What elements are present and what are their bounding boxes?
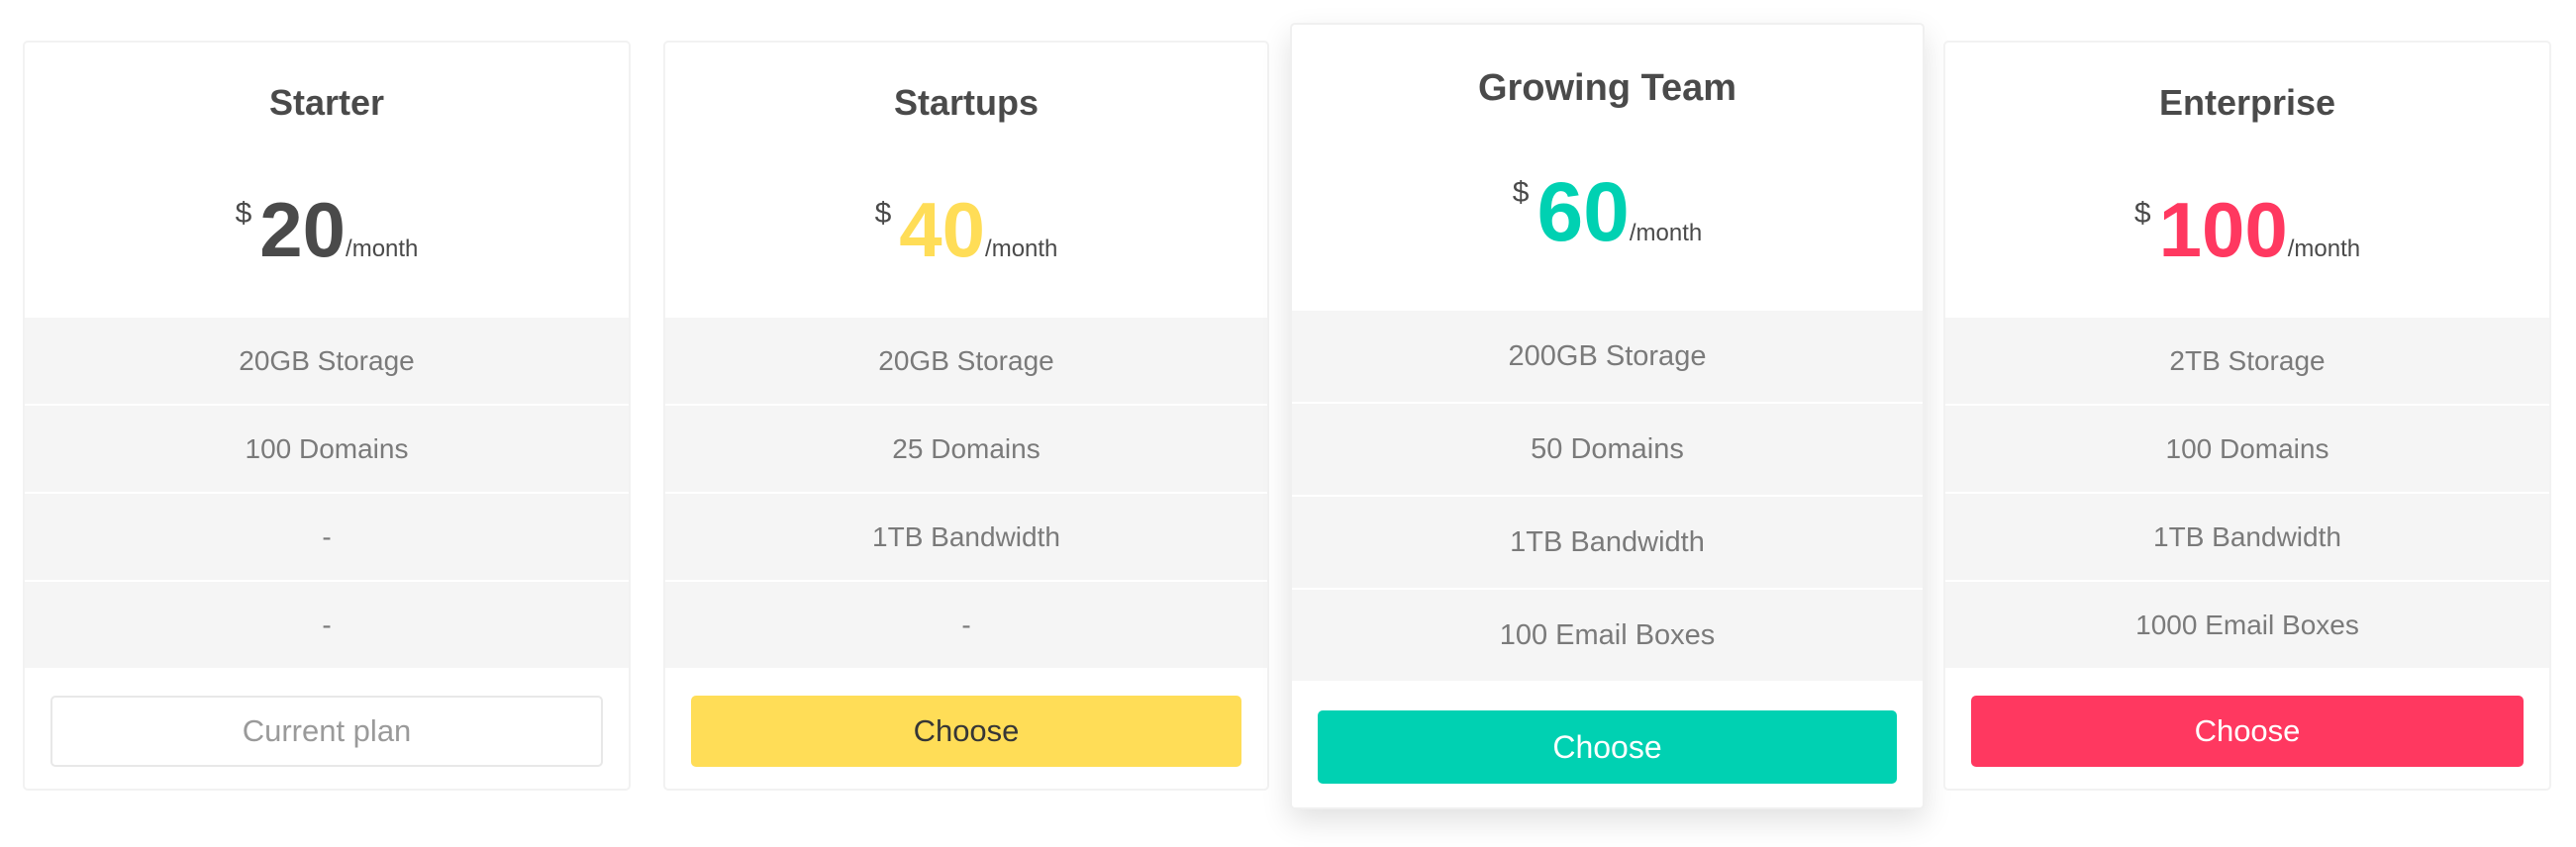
feature-row: 1TB Bandwidth [665, 494, 1267, 580]
feature-text: 50 Domains [1531, 432, 1684, 465]
currency-symbol: $ [1512, 176, 1530, 209]
feature-text: 200GB Storage [1508, 339, 1707, 372]
feature-row: 100 Email Boxes [1292, 590, 1923, 681]
plan-title: Growing Team [1477, 67, 1737, 109]
plan-price: $20/month [25, 191, 629, 268]
plan-title: Startups [893, 82, 1040, 123]
feature-text: 1000 Email Boxes [2135, 609, 2359, 640]
plan-footer: Choose [665, 670, 1267, 789]
plan-price: $40/month [665, 191, 1267, 268]
feature-text: 100 Domains [2165, 432, 2329, 464]
feature-text: 1TB Bandwidth [872, 520, 1060, 552]
price-amount: 100 [2158, 186, 2288, 273]
feature-row: 50 Domains [1292, 404, 1923, 495]
feature-text: 1TB Bandwidth [2153, 520, 2341, 552]
feature-row: 100 Domains [1945, 406, 2549, 492]
plan-price: $100/month [1945, 191, 2549, 268]
feature-row: 1000 Email Boxes [1945, 582, 2549, 668]
plan-card-startups: Startups $40/month 20GB Storage 25 Domain… [663, 41, 1269, 791]
feature-row: 20GB Storage [25, 318, 629, 404]
plan-header: Starter $20/month [25, 43, 629, 318]
choose-growing-team-button[interactable]: Choose [1318, 710, 1897, 784]
feature-text: 1TB Bandwidth [1510, 525, 1705, 558]
plan-title: Starter [268, 82, 385, 123]
feature-text: 100 Email Boxes [1499, 618, 1716, 651]
plan-card-enterprise: Enterprise $100/month 2TB Storage 100 Dom… [1943, 41, 2551, 791]
feature-row: 25 Domains [665, 406, 1267, 492]
feature-row: 100 Domains [25, 406, 629, 492]
price-period: /month [2287, 235, 2361, 262]
price-amount: 60 [1536, 165, 1630, 258]
feature-row: 200GB Storage [1292, 311, 1923, 402]
plan-header: Enterprise $100/month [1945, 43, 2549, 318]
plan-card-starter: Starter $20/month 20GB Storage 100 Domain… [23, 41, 631, 791]
feature-row: - [665, 582, 1267, 668]
currency-symbol: $ [235, 197, 252, 230]
feature-text: 20GB Storage [239, 344, 415, 376]
plan-footer: Choose [1292, 683, 1923, 805]
price-amount: 40 [899, 186, 986, 273]
feature-text: - [322, 520, 332, 552]
feature-text: 25 Domains [892, 432, 1040, 464]
feature-row: 1TB Bandwidth [1945, 494, 2549, 580]
price-period: /month [1629, 220, 1703, 246]
currency-symbol: $ [2133, 197, 2151, 230]
feature-text: 2TB Storage [2169, 344, 2326, 376]
plan-header: Startups $40/month [665, 43, 1267, 318]
feature-text: - [322, 609, 332, 640]
plan-price: $60/month [1292, 170, 1923, 253]
price-amount: 20 [259, 186, 347, 273]
feature-text: 20GB Storage [878, 344, 1054, 376]
feature-row: 1TB Bandwidth [1292, 497, 1923, 588]
feature-row: 2TB Storage [1945, 318, 2549, 404]
choose-startups-button[interactable]: Choose [691, 696, 1241, 767]
feature-row: - [25, 582, 629, 668]
price-period: /month [346, 235, 419, 262]
plan-footer: Choose [1945, 670, 2549, 789]
feature-row: - [25, 494, 629, 580]
plan-title: Enterprise [2158, 82, 2336, 123]
choose-enterprise-button[interactable]: Choose [1971, 696, 2524, 767]
current-plan-button[interactable]: Current plan [50, 696, 603, 767]
feature-row: 20GB Storage [665, 318, 1267, 404]
feature-text: 100 Domains [245, 432, 409, 464]
feature-text: - [961, 609, 971, 640]
currency-symbol: $ [874, 197, 892, 230]
price-period: /month [985, 235, 1058, 262]
plan-card-growing-team: Growing Team $60/month 200GB Storage 50 D… [1290, 23, 1925, 809]
plan-footer: Current plan [25, 670, 629, 789]
plan-header: Growing Team $60/month [1292, 25, 1923, 311]
